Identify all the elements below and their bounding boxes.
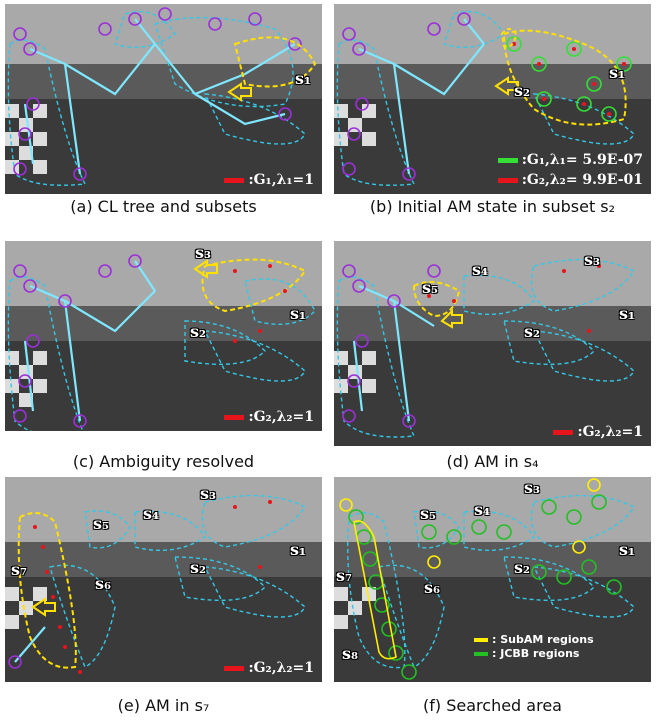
caption-e: (e) AM in s₇ bbox=[117, 696, 210, 715]
scene-b bbox=[334, 4, 651, 194]
panel-b: s₁ s₂ :G₁,λ₁= 5.9E-07 :G₂,λ₂= 9.9E-01 bbox=[334, 4, 651, 194]
legend-text: :G₂,λ₂=1 bbox=[577, 424, 643, 440]
scene-c bbox=[5, 241, 322, 431]
subset-label-s3: s₃ bbox=[195, 243, 212, 262]
subset-label-s2: s₂ bbox=[514, 81, 531, 100]
legend-d: :G₂,λ₂=1 bbox=[553, 422, 643, 442]
subset-label-s3: s₃ bbox=[524, 478, 541, 497]
subset-label-s7: s₇ bbox=[11, 560, 28, 579]
scene-d bbox=[334, 241, 651, 446]
caption-a: (a) CL tree and subsets bbox=[70, 197, 257, 216]
scene-e bbox=[5, 477, 322, 682]
legend-e: :G₂,λ₂=1 bbox=[224, 658, 314, 678]
subset-label-s2: s₂ bbox=[190, 322, 207, 341]
subset-label-s1: s₁ bbox=[609, 63, 626, 82]
legend-c: :G₂,λ₂=1 bbox=[224, 407, 314, 427]
subset-label-s1: s₁ bbox=[619, 540, 636, 559]
legend-item: :G₂,λ₂=1 bbox=[224, 407, 314, 427]
caption-f: (f) Searched area bbox=[423, 696, 562, 715]
subset-label-s6: s₆ bbox=[424, 578, 441, 597]
panel-a: s₁ :G₁,λ₁=1 bbox=[5, 4, 322, 194]
legend-swatch bbox=[224, 665, 245, 671]
legend-text: :G₁,λ₁= 5.9E-07 bbox=[521, 152, 643, 168]
legend-text: : SubAM regions bbox=[492, 633, 594, 646]
scene-a bbox=[5, 4, 322, 194]
legend-swatch bbox=[474, 638, 488, 642]
subset-label-s7: s₇ bbox=[336, 566, 353, 585]
panel-d: s₅ s₄ s₃ s₂ s₁ :G₂,λ₂=1 bbox=[334, 241, 651, 446]
legend-text: :G₂,λ₂= 9.9E-01 bbox=[521, 172, 643, 188]
legend-swatch bbox=[497, 177, 518, 183]
legend-text: : JCBB regions bbox=[492, 647, 580, 660]
caption-b: (b) Initial AM state in subset s₂ bbox=[369, 197, 616, 216]
subset-label-s3: s₃ bbox=[200, 484, 217, 503]
panel-f: s₅ s₄ s₃ s₂ s₁ s₇ s₆ s₈ : SubAM regions … bbox=[334, 477, 651, 682]
legend-item: :G₂,λ₂= 9.9E-01 bbox=[497, 170, 643, 190]
subset-label-s3: s₃ bbox=[584, 250, 601, 269]
subset-label-s5: s₅ bbox=[422, 278, 439, 297]
caption-c: (c) Ambiguity resolved bbox=[72, 452, 255, 471]
legend-text: :G₁,λ₁=1 bbox=[248, 172, 314, 188]
subset-label-s4: s₄ bbox=[143, 504, 160, 523]
legend-text: :G₂,λ₂=1 bbox=[248, 409, 314, 425]
subset-label-s8: s₈ bbox=[342, 644, 359, 663]
panel-e: s₅ s₄ s₃ s₂ s₁ s₇ s₆ :G₂,λ₂=1 bbox=[5, 477, 322, 682]
legend-swatch bbox=[497, 157, 518, 163]
legend-swatch bbox=[474, 652, 488, 656]
subset-label-s4: s₄ bbox=[472, 260, 489, 279]
subset-label-s2: s₂ bbox=[514, 558, 531, 577]
legend-item: :G₂,λ₂=1 bbox=[224, 658, 314, 678]
scene-f bbox=[334, 477, 651, 682]
subset-label-s4: s₄ bbox=[474, 500, 491, 519]
subset-label-s1: s₁ bbox=[290, 304, 307, 323]
caption-d: (d) AM in s₄ bbox=[446, 452, 539, 471]
panel-c: s₃ s₂ s₁ :G₂,λ₂=1 bbox=[5, 241, 322, 431]
subset-label-s1: s₁ bbox=[619, 304, 636, 323]
subset-label-s1: s₁ bbox=[290, 540, 307, 559]
subset-label-s6: s₆ bbox=[95, 574, 112, 593]
legend-item: :G₁,λ₁= 5.9E-07 bbox=[497, 150, 643, 170]
legend-swatch bbox=[553, 429, 574, 435]
legend-swatch bbox=[224, 414, 245, 420]
subset-label-s5: s₅ bbox=[93, 514, 110, 533]
legend-item: : JCBB regions bbox=[474, 647, 594, 661]
legend-b: :G₁,λ₁= 5.9E-07 :G₂,λ₂= 9.9E-01 bbox=[497, 150, 643, 190]
subset-label-s5: s₅ bbox=[420, 504, 437, 523]
subset-label-s2: s₂ bbox=[190, 558, 207, 577]
legend-f: : SubAM regions : JCBB regions bbox=[474, 633, 594, 661]
legend-item: : SubAM regions bbox=[474, 633, 594, 647]
legend-item: :G₂,λ₂=1 bbox=[553, 422, 643, 442]
subset-label-s1: s₁ bbox=[295, 69, 312, 88]
legend-item: :G₁,λ₁=1 bbox=[224, 170, 314, 190]
legend-text: :G₂,λ₂=1 bbox=[248, 660, 314, 676]
legend-swatch bbox=[224, 177, 245, 183]
subset-label-s2: s₂ bbox=[524, 322, 541, 341]
legend-a: :G₁,λ₁=1 bbox=[224, 170, 314, 190]
